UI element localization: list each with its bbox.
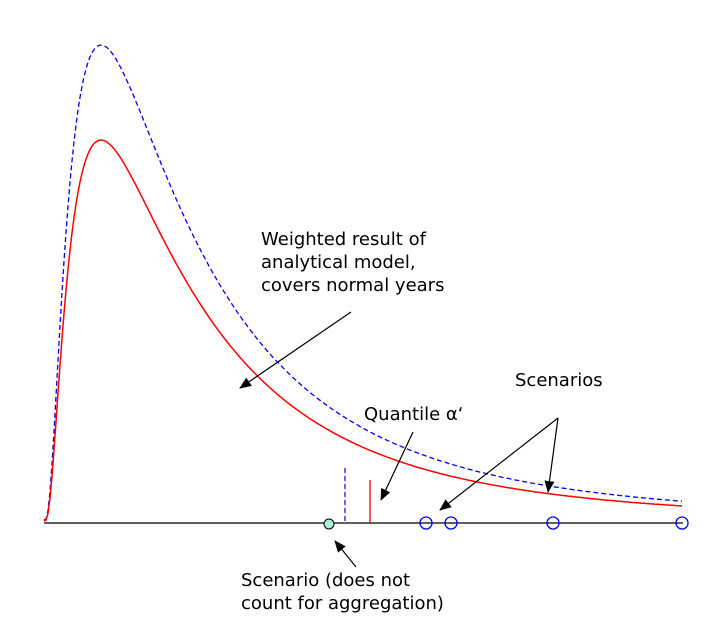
scenario-marker: [546, 516, 560, 530]
weighted-density-curve: [43, 139, 683, 522]
quantile-label: Quantile α‘: [364, 404, 463, 425]
excluded-scenario-arrow: [334, 540, 357, 568]
excluded-scenario-marker: [323, 518, 335, 530]
weighted-result-label: Weighted result of analytical model, cov…: [261, 229, 444, 296]
scenarios-label: Scenarios: [515, 370, 603, 391]
scenarios-arrow-right: [544, 417, 559, 493]
excluded-scenario-label: Scenario (does not count for aggregation…: [241, 570, 444, 614]
scenario-marker: [419, 516, 433, 530]
quantile-arrow: [380, 431, 414, 501]
scenarios-arrow-left: [439, 417, 559, 511]
scenario-marker: [675, 516, 689, 530]
weighted-result-arrow: [239, 311, 352, 389]
scenario-marker: [444, 516, 458, 530]
